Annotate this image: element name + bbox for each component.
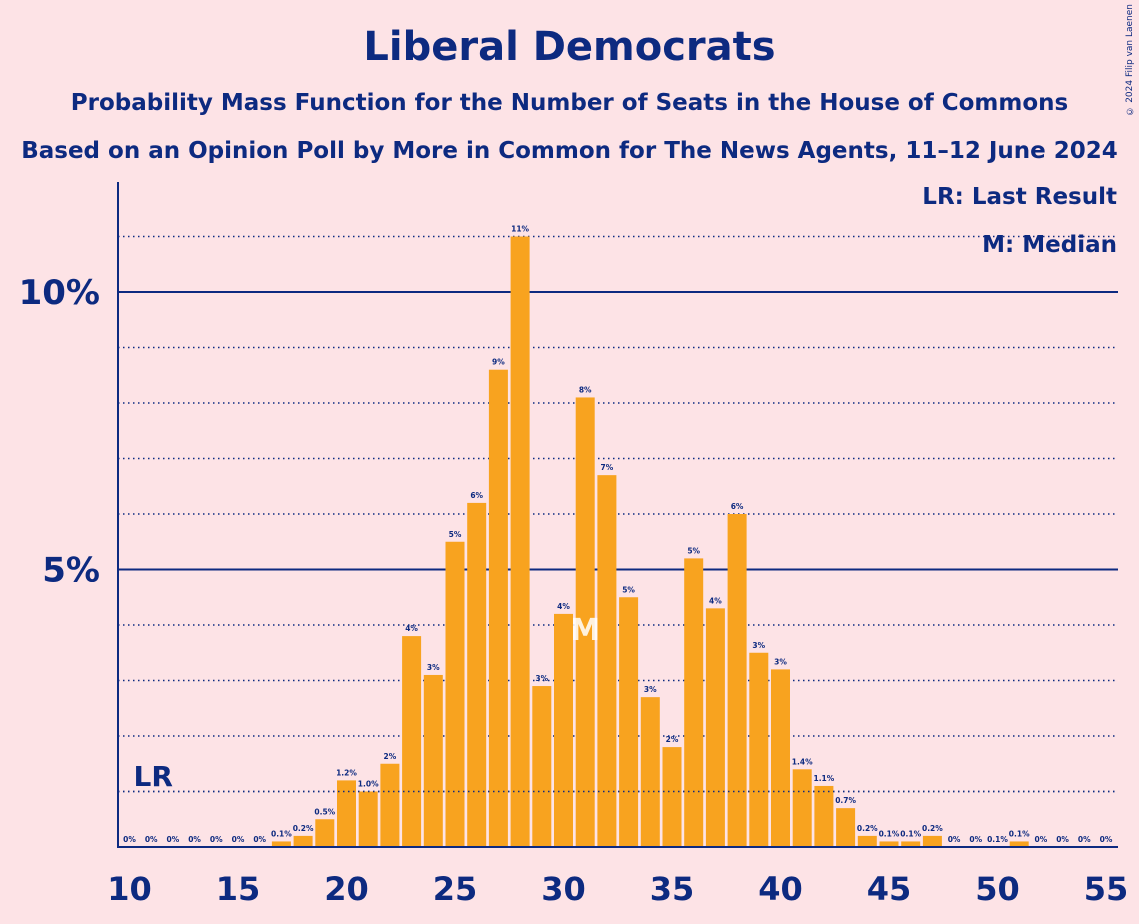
bar — [271, 841, 291, 847]
chart-title: Liberal Democrats — [363, 24, 776, 70]
bar-value-label: 3% — [752, 641, 765, 650]
bar — [771, 669, 790, 847]
last-result-marker: LR — [133, 760, 172, 793]
bar-value-label: 0.1% — [879, 829, 900, 838]
bar-value-label: 1.0% — [358, 780, 379, 789]
bar-value-label: 0.2% — [922, 824, 943, 833]
bar — [836, 808, 856, 847]
bar-value-label: 0% — [145, 835, 158, 844]
bar — [293, 835, 313, 847]
bar — [901, 841, 921, 847]
legend-last-result: LR: Last Result — [922, 184, 1117, 210]
bar-value-label: 1.2% — [336, 768, 357, 777]
x-tick-label: 50 — [975, 870, 1020, 908]
bar-value-label: 0% — [253, 835, 266, 844]
chart-source-subtitle: Based on an Opinion Poll by More in Comm… — [21, 138, 1118, 164]
bar-value-label: 4% — [405, 624, 418, 633]
bar-value-label: 0% — [167, 835, 180, 844]
bar-value-label: 0.1% — [987, 835, 1008, 844]
bar — [1009, 841, 1029, 847]
bar-value-label: 5% — [622, 585, 635, 594]
bar-value-label: 3% — [427, 663, 440, 672]
bar-value-label: 0.1% — [1009, 829, 1030, 838]
bar-value-label: 5% — [687, 546, 700, 555]
bar — [619, 597, 639, 847]
bar-value-label: 6% — [470, 491, 483, 500]
bar — [749, 652, 769, 847]
legend-median: M: Median — [982, 232, 1117, 258]
bar-value-label: 1.4% — [792, 757, 813, 766]
bar-value-label: 11% — [511, 225, 529, 234]
bar-value-label: 5% — [449, 530, 462, 539]
bar — [705, 608, 725, 847]
x-tick-label: 10 — [107, 870, 152, 908]
bar-value-label: 0% — [188, 835, 201, 844]
x-tick-label: 35 — [650, 870, 695, 908]
bar-value-label: 2% — [666, 735, 679, 744]
bar — [467, 502, 487, 847]
x-tick-label: 45 — [867, 870, 912, 908]
bar — [315, 819, 335, 847]
bar — [445, 541, 465, 847]
bar — [337, 780, 356, 847]
bar — [684, 558, 704, 847]
bar-value-label: 4% — [557, 602, 570, 611]
bar — [792, 769, 812, 847]
x-tick-label: 15 — [216, 870, 261, 908]
bar-value-label: 0% — [1100, 835, 1113, 844]
x-tick-label: 55 — [1084, 870, 1129, 908]
bar-value-label: 0.2% — [857, 824, 878, 833]
bar-value-label: 3% — [644, 685, 657, 694]
bar-value-label: 0% — [232, 835, 245, 844]
bar — [922, 835, 942, 847]
bar-value-label: 3% — [774, 657, 787, 666]
bar — [380, 763, 400, 847]
bar-value-label: 0.7% — [835, 796, 856, 805]
bar-value-label: 0% — [123, 835, 136, 844]
chart-subtitle: Probability Mass Function for the Number… — [70, 90, 1069, 116]
bar — [423, 674, 443, 847]
bar-value-label: 3% — [535, 674, 548, 683]
bar — [532, 686, 552, 847]
median-marker: M — [570, 613, 600, 648]
bar — [857, 835, 877, 847]
bar — [358, 791, 378, 847]
bar-value-label: 7% — [601, 463, 614, 472]
bar — [488, 369, 508, 847]
bar — [727, 514, 747, 847]
bar-value-label: 0% — [969, 835, 982, 844]
bar-value-label: 8% — [579, 385, 592, 394]
bar — [554, 613, 573, 847]
bar-value-label: 0.5% — [314, 807, 335, 816]
bar — [640, 697, 660, 847]
x-tick-label: 40 — [758, 870, 803, 908]
bar-value-label: 1.1% — [813, 774, 834, 783]
bar — [814, 785, 834, 847]
bar — [510, 236, 530, 847]
bar — [597, 475, 617, 847]
y-tick-label: 10% — [19, 273, 100, 313]
bar-value-label: 9% — [492, 358, 505, 367]
bar-value-label: 0.1% — [900, 829, 921, 838]
bar-value-label: 0.2% — [293, 824, 314, 833]
bar-value-label: 6% — [731, 502, 744, 511]
bar-value-label: 0% — [210, 835, 223, 844]
bar-value-label: 2% — [384, 752, 397, 761]
bar-value-label: 0% — [948, 835, 961, 844]
bar — [402, 636, 422, 847]
y-tick-label: 5% — [42, 551, 100, 591]
bar-value-label: 0% — [1078, 835, 1091, 844]
bar — [879, 841, 899, 847]
bar-value-label: 0.1% — [271, 829, 292, 838]
bar — [575, 397, 595, 847]
bar-value-label: 0% — [1035, 835, 1048, 844]
x-tick-label: 30 — [541, 870, 586, 908]
bar — [662, 747, 682, 847]
x-tick-label: 25 — [433, 870, 478, 908]
x-tick-label: 20 — [324, 870, 369, 908]
bar-value-label: 4% — [709, 596, 722, 605]
bar-value-label: 0% — [1056, 835, 1069, 844]
